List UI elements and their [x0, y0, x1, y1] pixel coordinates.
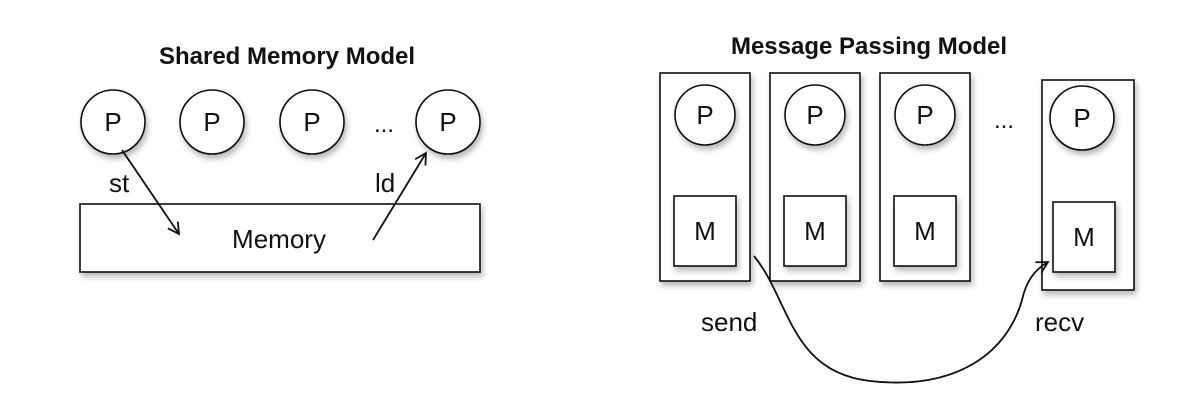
memory-block: Memory [79, 203, 481, 273]
shared-memory-model: Shared Memory Model P P P ... P Memory s… [79, 43, 481, 273]
message-passing-title: Message Passing Model [731, 33, 1007, 60]
store-label: st [109, 168, 130, 198]
processor-label: P [303, 107, 320, 137]
node-frame: P M [769, 72, 861, 282]
store-arrow [121, 149, 181, 236]
processor-label: P [806, 100, 823, 130]
load-label: ld [375, 168, 395, 198]
processor-node: P [80, 89, 146, 155]
processor-label: P [203, 107, 220, 137]
processor-label: P [439, 107, 456, 137]
shared-memory-title: Shared Memory Model [159, 43, 415, 70]
send-label: send [701, 307, 757, 337]
processor-label: P [916, 100, 933, 130]
load-arrow [372, 151, 427, 241]
message-arrow [753, 255, 1050, 384]
local-memory-label: M [1073, 222, 1095, 252]
processor-node: P [179, 89, 245, 155]
ellipsis: ... [994, 107, 1014, 134]
message-passing-model: Message Passing Model P M P M P M ... [659, 33, 1135, 384]
recv-label: recv [1035, 307, 1084, 337]
local-memory-label: M [694, 216, 716, 246]
processor-label: P [696, 100, 713, 130]
memory-label: Memory [232, 224, 326, 254]
node-frame: P M [1041, 79, 1135, 291]
node-frame: P M [879, 72, 971, 282]
processor-node: P [415, 89, 481, 155]
processor-label: P [1073, 103, 1090, 133]
ellipsis: ... [374, 111, 394, 138]
node-frame: P M [659, 72, 751, 282]
processor-node: P [279, 89, 345, 155]
local-memory-label: M [804, 216, 826, 246]
processor-label: P [104, 107, 121, 137]
local-memory-label: M [914, 216, 936, 246]
